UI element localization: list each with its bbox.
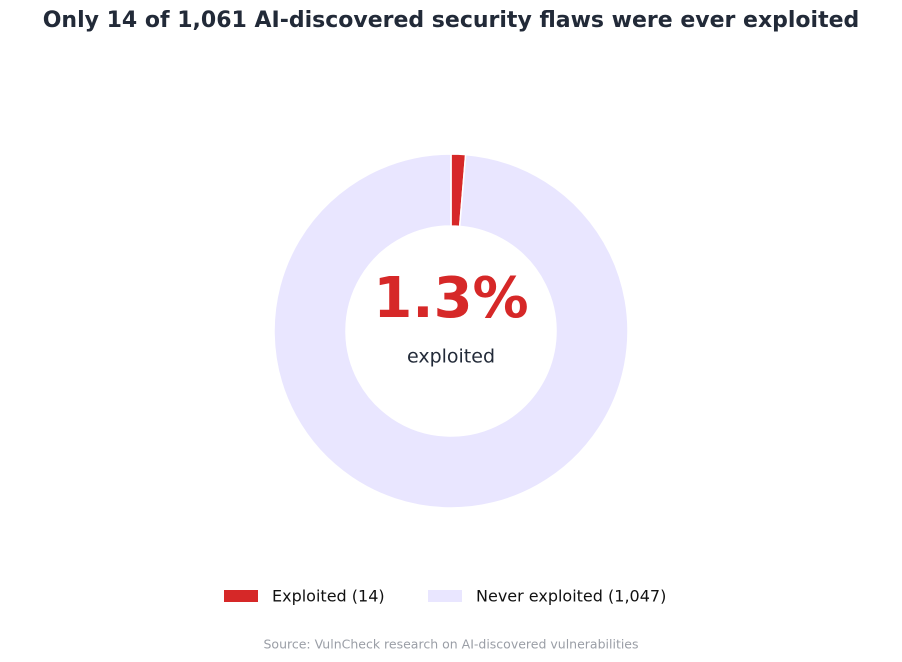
legend-swatch	[428, 590, 462, 602]
legend-label: Never exploited (1,047)	[476, 587, 666, 606]
center-sublabel: exploited	[407, 346, 495, 368]
legend-swatch	[224, 590, 258, 602]
legend-label: Exploited (14)	[272, 587, 385, 606]
donut-segment	[273, 153, 629, 509]
center-label: 1.3%	[373, 266, 528, 331]
donut	[273, 153, 629, 509]
legend: Exploited (14) Never exploited (1,047)	[224, 587, 666, 606]
source-note: Source: VulnCheck research on AI-discove…	[263, 637, 638, 652]
chart-title: Only 14 of 1,061 AI-discovered security …	[43, 8, 860, 33]
